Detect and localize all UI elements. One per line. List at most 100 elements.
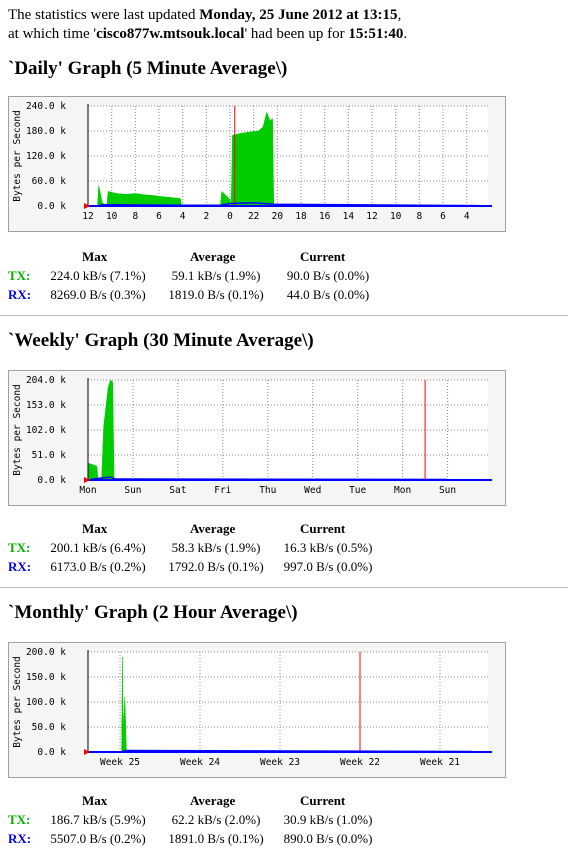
rx-current: 997.0 B/s (0.0%)	[283, 559, 373, 574]
x-tick-label: Week 23	[260, 757, 300, 768]
y-tick-label: 0.0 k	[37, 475, 66, 486]
y-tick-label: 200.0 k	[26, 647, 66, 658]
x-tick-label: Wed	[304, 485, 321, 496]
rx-average: 1891.0 B/s (0.1%)	[168, 831, 264, 846]
average-header: Average	[190, 793, 236, 808]
origin-arrow-icon	[84, 203, 90, 209]
x-tick-label: Week 22	[340, 757, 380, 768]
y-tick-label: 0.0 k	[37, 201, 66, 212]
tx-current: 90.0 B/s (0.0%)	[286, 268, 370, 283]
average-header: Average	[190, 249, 236, 264]
divider	[0, 315, 568, 316]
y-tick-label: 120.0 k	[26, 151, 66, 162]
x-tick-label: 10	[106, 211, 118, 222]
x-tick-label: 8	[132, 211, 138, 222]
current-header: Current	[300, 793, 346, 808]
uptime-value: 15:51:40	[348, 26, 404, 42]
x-tick-label: 0	[227, 211, 233, 222]
average-header: Average	[190, 521, 236, 536]
host-name: cisco877w.mtsouk.local	[96, 26, 245, 42]
x-tick-label: Sun	[124, 485, 141, 496]
max-header: Max	[82, 793, 108, 808]
x-tick-label: 4	[180, 211, 186, 222]
tx-max: 224.0 kB/s (7.1%)	[50, 268, 146, 283]
tx-average: 58.3 kB/s (1.9%)	[171, 540, 261, 555]
daily-title: `Daily' Graph (5 Minute Average\)	[8, 58, 288, 79]
origin-arrow-icon	[84, 749, 90, 755]
tx-area	[106, 191, 182, 207]
monthly-title: `Monthly' Graph (2 Hour Average\)	[8, 602, 298, 623]
rx-average: 1792.0 B/s (0.1%)	[168, 559, 264, 574]
y-axis-label: Bytes per Second	[12, 384, 23, 476]
tx-max: 200.1 kB/s (6.4%)	[50, 540, 146, 555]
x-tick-label: 6	[440, 211, 446, 222]
rx-label: RX:	[8, 831, 32, 846]
x-tick-label: 10	[390, 211, 402, 222]
y-tick-label: 51.0 k	[32, 450, 67, 461]
y-tick-label: 100.0 k	[26, 697, 66, 708]
divider	[0, 587, 568, 588]
y-tick-label: 50.0 k	[32, 722, 67, 733]
weekly-graph: 204.0 k 153.0 k 102.0 k 51.0 k 0.0 k Mon Sun Sa…	[8, 370, 506, 506]
rx-line	[97, 201, 479, 207]
tx-area	[230, 111, 275, 207]
y-tick-label: 240.0 k	[26, 101, 66, 112]
x-tick-label: 14	[343, 211, 355, 222]
current-header: Current	[300, 249, 346, 264]
x-tick-label: Mon	[394, 485, 411, 496]
y-tick-label: 204.0 k	[26, 375, 66, 386]
y-tick-label: 0.0 k	[37, 747, 66, 758]
max-header: Max	[82, 521, 108, 536]
x-tick-label: Tue	[349, 485, 366, 496]
daily-graph: 240.0 k 180.0 k 120.0 k 60.0 k 0.0 k 12 10 8 6 4 2…	[8, 96, 506, 232]
update-line: The statistics were last updated Monday,…	[8, 7, 402, 23]
x-tick-label: 4	[464, 211, 470, 222]
x-tick-label: 12	[82, 211, 93, 222]
current-header: Current	[300, 521, 346, 536]
x-tick-label: 12	[366, 211, 377, 222]
x-tick-label: 16	[319, 211, 331, 222]
x-tick-label: Thu	[259, 485, 276, 496]
origin-arrow-icon	[84, 477, 90, 483]
rx-label: RX:	[8, 559, 32, 574]
x-tick-label: 20	[272, 211, 284, 222]
rx-max: 6173.0 B/s (0.2%)	[50, 559, 146, 574]
max-header: Max	[82, 249, 108, 264]
tx-max: 186.7 kB/s (5.9%)	[50, 812, 146, 827]
tx-average: 59.1 kB/s (1.9%)	[171, 268, 261, 283]
y-tick-label: 102.0 k	[26, 425, 66, 436]
x-tick-label: Sat	[169, 485, 186, 496]
tx-current: 30.9 kB/s (1.0%)	[283, 812, 373, 827]
x-tick-label: Week 24	[180, 757, 220, 768]
x-tick-label: Week 21	[420, 757, 460, 768]
y-axis-label: Bytes per Second	[12, 110, 23, 202]
tx-label: TX:	[8, 268, 31, 283]
tx-label: TX:	[8, 540, 31, 555]
update-info: The statistics were last updated Monday,…	[8, 6, 407, 44]
rx-current: 890.0 B/s (0.0%)	[283, 831, 373, 846]
y-tick-label: 150.0 k	[26, 672, 66, 683]
tx-current: 16.3 kB/s (0.5%)	[283, 540, 373, 555]
x-tick-label: 18	[295, 211, 307, 222]
uptime-line: at which time 'cisco877w.mtsouk.local' h…	[8, 26, 408, 42]
rx-max: 5507.0 B/s (0.2%)	[50, 831, 146, 846]
x-tick-label: Week 25	[100, 757, 140, 768]
x-tick-label: 22	[248, 211, 259, 222]
rx-label: RX:	[8, 287, 32, 302]
x-tick-label: Sun	[439, 485, 456, 496]
x-tick-label: 8	[416, 211, 422, 222]
x-tick-label: Mon	[79, 485, 96, 496]
update-time: Monday, 25 June 2012 at 13:15	[199, 7, 398, 23]
rx-current: 44.0 B/s (0.0%)	[286, 287, 370, 302]
x-tick-label: Fri	[214, 485, 231, 496]
rx-average: 1819.0 B/s (0.1%)	[168, 287, 264, 302]
rx-max: 8269.0 B/s (0.3%)	[50, 287, 146, 302]
x-tick-label: 2	[203, 211, 209, 222]
weekly-title: `Weekly' Graph (30 Minute Average\)	[8, 330, 314, 351]
y-tick-label: 60.0 k	[32, 176, 67, 187]
y-axis-label: Bytes per Second	[12, 656, 23, 748]
x-tick-label: 6	[156, 211, 162, 222]
tx-average: 62.2 kB/s (2.0%)	[171, 812, 261, 827]
monthly-graph: 200.0 k 150.0 k 100.0 k 50.0 k 0.0 k Week 25 W…	[8, 642, 506, 778]
y-tick-label: 153.0 k	[26, 400, 66, 411]
